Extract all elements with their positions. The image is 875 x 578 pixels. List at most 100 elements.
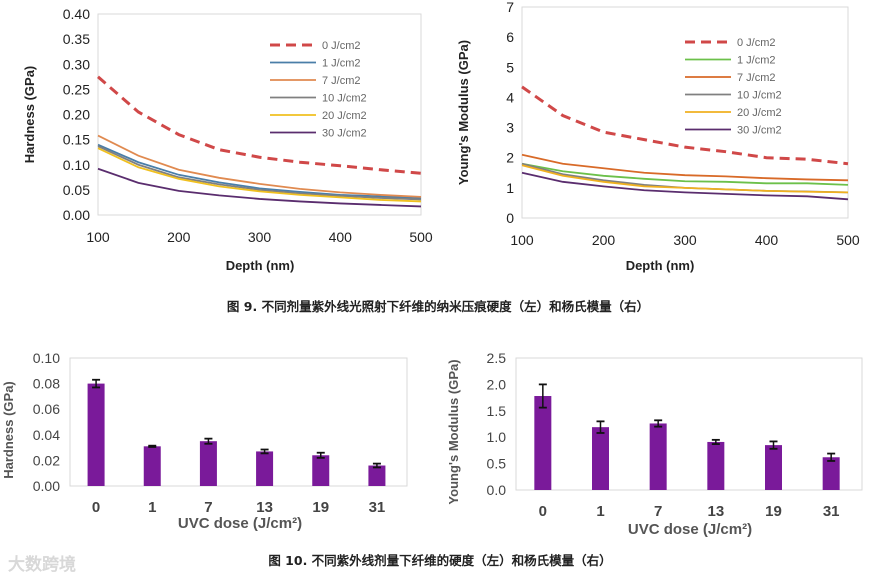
y-tick-label: 0.40 [63,6,90,22]
legend-label: 1 J/cm2 [322,58,361,70]
x-tick-label: 200 [592,232,616,248]
bar-7 [649,423,667,490]
x-tick-label: 13 [256,499,273,516]
x-tick-label: 100 [510,232,534,248]
y-tick-label: 0.20 [63,107,90,123]
y-tick-label: 0.15 [63,132,90,148]
y-tick-label: 0.06 [33,401,60,417]
y-axis-label: Young's Modulus (GPa) [446,359,461,504]
bar-0 [534,396,552,490]
x-tick-label: 200 [167,229,191,245]
y-tick-label: 5 [506,59,514,75]
y-tick-label: 6 [506,29,514,45]
x-tick-label: 19 [312,499,329,516]
bar-31 [368,465,386,486]
series-line-4 [521,164,849,194]
watermark-logo: 大数跨境 [8,555,76,575]
legend-label: 10 J/cm2 [737,90,782,102]
y-tick-label: 7 [506,0,514,15]
series-line-1 [97,143,422,200]
series-line-0 [521,85,849,166]
y-tick-label: 1.0 [487,429,507,445]
x-tick-label: 7 [204,499,212,516]
series-line-5 [97,167,422,208]
bar-1 [143,446,161,486]
legend-label: 1 J/cm2 [737,55,776,67]
series-line-0 [97,75,422,175]
y-tick-label: 0.02 [33,452,60,468]
y-axis-label: Young's Modulus (GPa) [456,40,471,185]
x-tick-label: 1 [148,499,156,516]
x-tick-label: 31 [823,503,840,520]
bar-7 [199,441,217,486]
x-tick-label: 0 [92,499,100,516]
y-tick-label: 0 [506,210,514,226]
bar-31 [822,457,840,490]
y-tick-label: 0.35 [63,31,90,47]
figure-9-caption: 图 9. 不同剂量紫外线光照射下纤维的纳米压痕硬度（左）和杨氏模量（右） [226,299,650,314]
x-tick-label: 19 [765,503,782,520]
bar-1 [592,427,609,490]
legend-label: 30 J/cm2 [322,128,367,140]
y-axis-label: Hardness (GPa) [22,66,37,164]
legend-label: 0 J/cm2 [322,40,361,52]
x-tick-label: 7 [654,503,662,520]
plot-area [97,13,422,216]
series-line-3 [97,145,422,201]
y-tick-label: 0.08 [33,376,60,392]
y-tick-label: 0.04 [33,427,60,443]
figure-10-caption: 图 10. 不同紫外线剂量下纤维的硬度（左）和杨氏模量（右） [268,553,612,568]
series-line-2 [97,134,422,198]
y-axis-label: Hardness (GPa) [1,381,16,479]
y-tick-label: 3 [506,120,514,136]
x-tick-label: 500 [836,232,860,248]
series-line-1 [521,162,849,186]
y-tick-label: 0.00 [33,478,60,494]
bar-0 [87,383,105,486]
x-tick-label: 300 [248,229,272,245]
bar-13 [256,451,274,486]
series-line-2 [521,153,849,182]
legend-label: 20 J/cm2 [322,110,367,122]
bar-19 [765,445,782,490]
y-tick-label: 1 [506,180,514,196]
y-tick-label: 0.25 [63,81,90,97]
x-tick-label: 100 [86,229,110,245]
x-axis-label: UVC dose (J/cm²) [628,521,752,538]
y-tick-label: 2 [506,150,514,166]
bar-13 [707,441,725,490]
y-tick-label: 4 [506,89,514,105]
x-tick-label: 31 [369,499,386,516]
x-tick-label: 400 [329,229,353,245]
plot-area [69,357,408,487]
y-tick-label: 0.10 [33,350,60,366]
x-tick-label: 300 [673,232,697,248]
x-tick-label: 400 [755,232,779,248]
plot-area [515,357,863,491]
y-tick-label: 0.05 [63,182,90,198]
x-axis-label: UVC dose (J/cm²) [178,515,302,532]
x-tick-label: 500 [409,229,433,245]
bar-19 [312,455,330,486]
x-axis-label: Depth (nm) [626,258,695,273]
legend-label: 30 J/cm2 [737,125,782,137]
series-line-4 [97,147,422,203]
legend-label: 0 J/cm2 [737,37,776,49]
x-axis-label: Depth (nm) [226,258,295,273]
x-tick-label: 13 [707,503,724,520]
y-tick-label: 0.00 [63,207,90,223]
y-tick-label: 0.5 [487,456,507,472]
plot-area [521,6,849,219]
y-tick-label: 2.5 [487,350,507,366]
legend-label: 7 J/cm2 [737,72,776,84]
y-tick-label: 0.10 [63,157,90,173]
y-tick-label: 0.0 [487,482,507,498]
y-tick-label: 0.30 [63,56,90,72]
legend-label: 7 J/cm2 [322,75,361,87]
legend-label: 20 J/cm2 [737,107,782,119]
x-tick-label: 1 [596,503,604,520]
legend-label: 10 J/cm2 [322,93,367,105]
y-tick-label: 1.5 [487,403,507,419]
x-tick-label: 0 [539,503,547,520]
